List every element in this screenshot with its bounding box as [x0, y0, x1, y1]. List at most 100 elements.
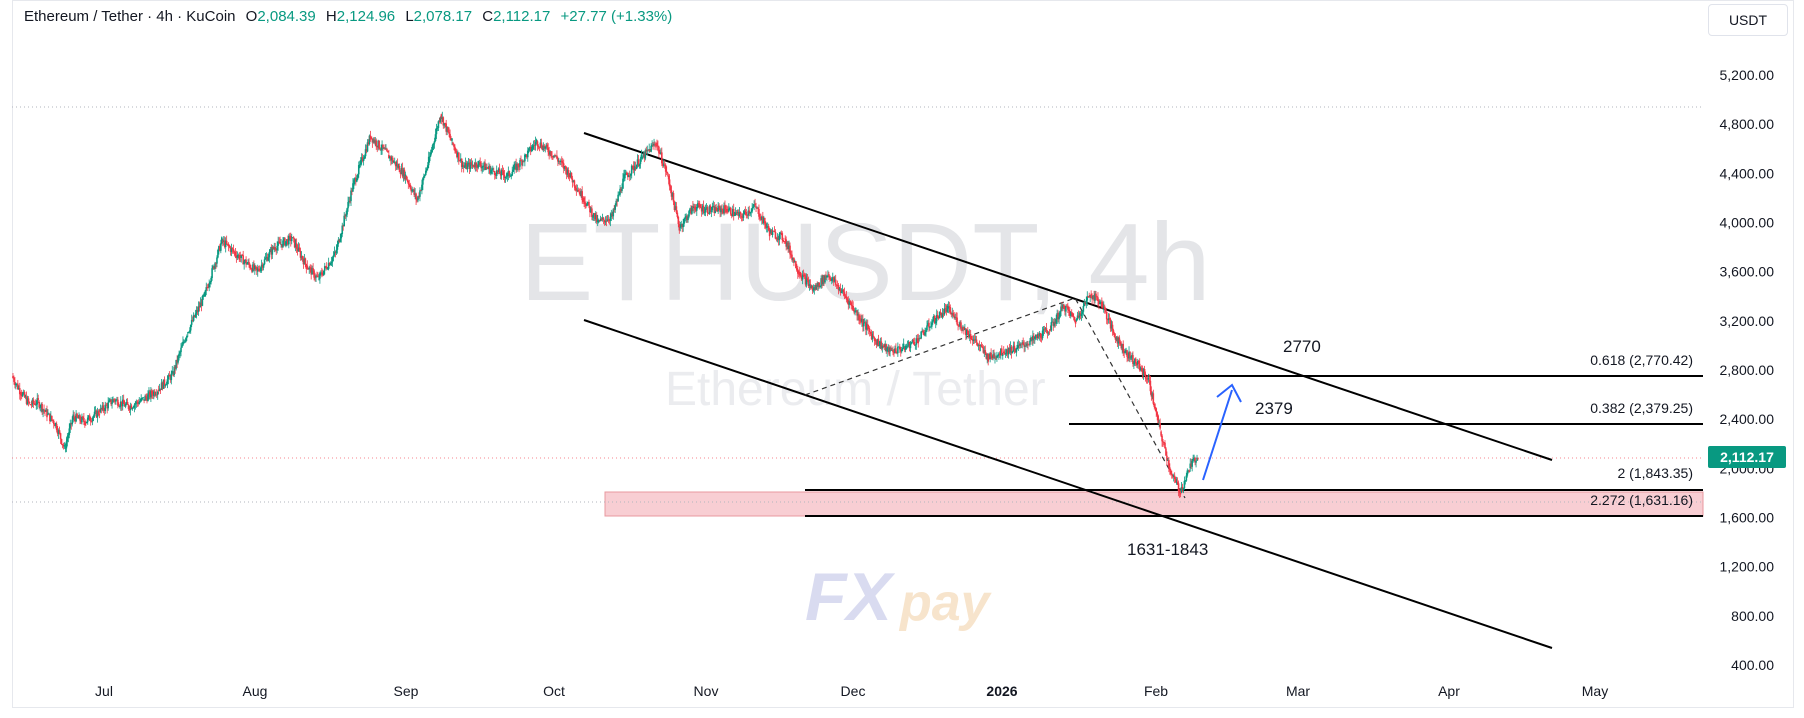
candle-body — [1118, 337, 1121, 342]
candle-body — [1045, 328, 1048, 331]
candle-body — [612, 209, 615, 217]
candle-body — [917, 338, 920, 344]
candle-body — [1008, 347, 1011, 353]
channel-lower-line[interactable] — [583, 319, 1553, 649]
candle-body — [822, 275, 824, 285]
candle-body — [1102, 306, 1105, 308]
candle-body — [429, 152, 432, 157]
candle-body — [516, 163, 518, 171]
candle-body — [799, 275, 802, 277]
candle-body — [1129, 351, 1131, 359]
candle-body — [121, 399, 124, 407]
candle-body — [1179, 493, 1182, 495]
candle-body — [1033, 335, 1035, 339]
candle-body — [1158, 422, 1160, 424]
candle-body — [169, 376, 172, 381]
candle-body — [33, 403, 36, 405]
candle-body — [45, 409, 47, 412]
candle-body — [601, 217, 604, 219]
candle-body — [1001, 355, 1004, 357]
candle-body — [124, 404, 127, 407]
candle-body — [1059, 310, 1061, 317]
candle-body — [821, 278, 823, 285]
candle-body — [389, 156, 391, 159]
candle-body — [664, 164, 667, 172]
candle-body — [73, 416, 75, 418]
candle-body — [112, 399, 114, 403]
candle-body — [1002, 351, 1005, 353]
candle-body — [846, 298, 849, 300]
candle-body — [1046, 330, 1049, 334]
candle-body — [1165, 448, 1167, 456]
candle-body — [475, 162, 478, 168]
candle-body — [773, 231, 776, 232]
candle-body — [205, 287, 208, 291]
candle-body — [849, 301, 852, 303]
candle-body — [412, 189, 414, 191]
candle-body — [157, 389, 160, 391]
candle-body — [356, 174, 359, 179]
price-axis[interactable]: 5,200.00 4,800.00 4,400.00 4,000.00 3,600.00… — [1720, 67, 1775, 673]
candle-body — [950, 313, 953, 315]
candle-body — [212, 266, 214, 269]
candle-body — [651, 144, 653, 146]
candle-body — [280, 244, 282, 245]
candle-body — [723, 205, 725, 214]
candle-body — [79, 415, 81, 421]
candle-body — [340, 234, 343, 239]
candle-body — [614, 205, 616, 210]
candle-body — [337, 239, 340, 244]
candle-body — [330, 261, 333, 264]
candle-body — [833, 279, 836, 282]
candle-body — [427, 156, 430, 166]
candle-body — [310, 267, 312, 275]
candle-body — [43, 409, 45, 411]
candle-body — [633, 166, 636, 171]
candle-body — [270, 249, 273, 255]
candle-body — [1015, 349, 1018, 353]
candle-body — [109, 399, 111, 401]
candle-body — [230, 248, 233, 253]
candle-body — [660, 152, 662, 154]
candle-body — [1100, 302, 1102, 303]
candle-body — [883, 346, 886, 348]
candle-body — [986, 354, 989, 359]
candle-body — [757, 207, 759, 210]
candle-body — [988, 357, 990, 359]
candle-body — [365, 149, 368, 152]
candle-body — [1180, 487, 1183, 492]
candle-body — [1027, 343, 1029, 345]
time-axis[interactable]: Jul Aug Sep Oct Nov Dec 2026 Feb Mar Apr May — [95, 683, 1608, 699]
candle-body — [576, 189, 579, 191]
candle-body — [984, 350, 987, 354]
candle-body — [511, 171, 514, 176]
candle-body — [1057, 313, 1059, 320]
projection-arrow[interactable] — [1202, 383, 1242, 481]
candle-body — [593, 213, 595, 217]
candle-body — [77, 416, 79, 419]
candle-body — [126, 402, 129, 405]
candle-body — [368, 135, 371, 144]
candle-body — [410, 188, 413, 192]
candle-body — [695, 209, 697, 211]
currency-button[interactable]: USDT — [1708, 4, 1788, 36]
candle-body — [831, 278, 833, 281]
candle-body — [510, 175, 513, 177]
candle-body — [1149, 380, 1152, 392]
fib-label-0382: 0.382 (2,379.25) — [1590, 400, 1693, 416]
candle-body — [197, 306, 200, 312]
channel-upper-line[interactable] — [583, 132, 1553, 461]
candle-body — [84, 421, 86, 426]
candle-body — [555, 155, 557, 157]
candle-body — [154, 394, 157, 396]
candle-body — [1111, 324, 1114, 331]
candle-body — [540, 142, 543, 148]
candle-body — [269, 249, 272, 252]
candle-body — [670, 190, 673, 197]
candle-body — [376, 145, 379, 148]
candle-body — [90, 420, 93, 422]
candle-body — [382, 144, 384, 149]
candle-body — [617, 194, 619, 202]
candle-body — [384, 148, 386, 150]
